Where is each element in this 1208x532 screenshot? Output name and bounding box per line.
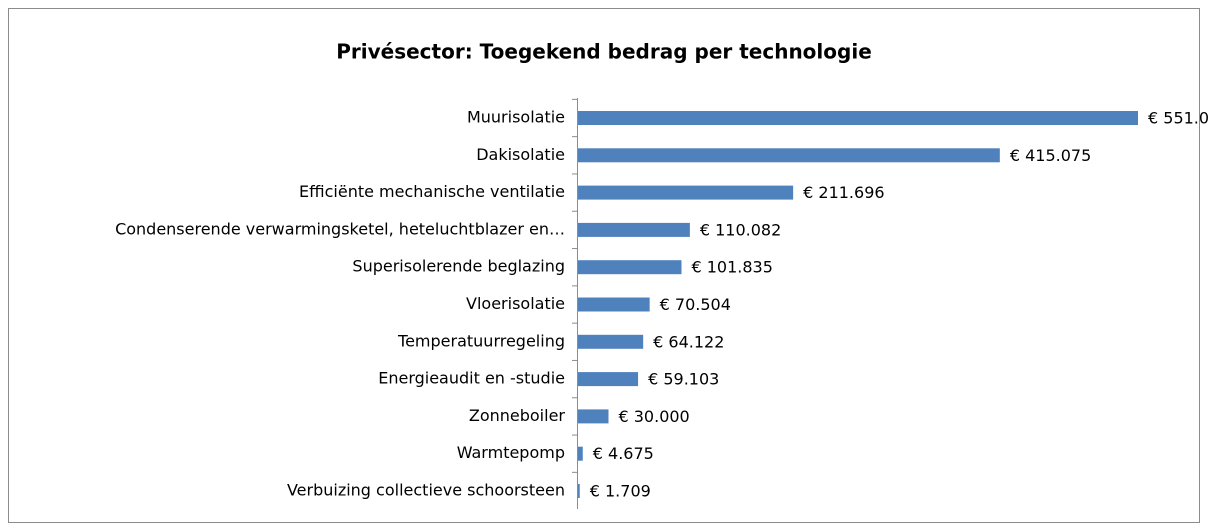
value-label: € 59.103 — [648, 370, 719, 389]
value-label: € 30.000 — [618, 407, 689, 426]
category-label: Efficiënte mechanische ventilatie — [299, 182, 565, 201]
value-label: € 64.122 — [653, 332, 724, 351]
bar — [578, 372, 639, 387]
category-label: Dakisolatie — [476, 145, 565, 164]
value-label: € 110.082 — [700, 220, 781, 239]
bar — [578, 409, 609, 424]
category-label: Superisolerende beglazing — [352, 257, 565, 276]
bar — [578, 222, 690, 237]
category-label: Energieaudit en -studie — [378, 369, 565, 388]
category-label: Condenserende verwarmingsketel, heteluch… — [115, 219, 565, 238]
value-label: € 101.835 — [691, 258, 772, 277]
category-label: Muurisolatie — [467, 108, 565, 127]
bar — [578, 334, 644, 349]
bar — [578, 148, 1000, 163]
chart-title: Privésector: Toegekend bedrag per techno… — [336, 40, 872, 64]
value-label: € 70.504 — [660, 295, 731, 314]
value-label: € 415.075 — [1010, 146, 1091, 165]
category-label: Zonneboiler — [469, 406, 566, 425]
category-label: Temperatuurregeling — [397, 331, 565, 350]
bar — [578, 260, 682, 275]
bar — [578, 297, 650, 312]
category-label: Vloerisolatie — [466, 294, 565, 313]
bar — [578, 446, 583, 461]
value-label: € 211.696 — [803, 183, 884, 202]
category-label: Warmtepomp — [457, 443, 565, 462]
bar — [578, 111, 1138, 125]
value-label: € 4.675 — [593, 444, 654, 463]
value-label: € 551.051 — [1148, 109, 1208, 128]
category-label: Verbuizing collectieve schoorsteen — [287, 481, 565, 500]
value-label: € 1.709 — [590, 482, 651, 501]
bar — [578, 484, 580, 498]
bar — [578, 185, 794, 200]
